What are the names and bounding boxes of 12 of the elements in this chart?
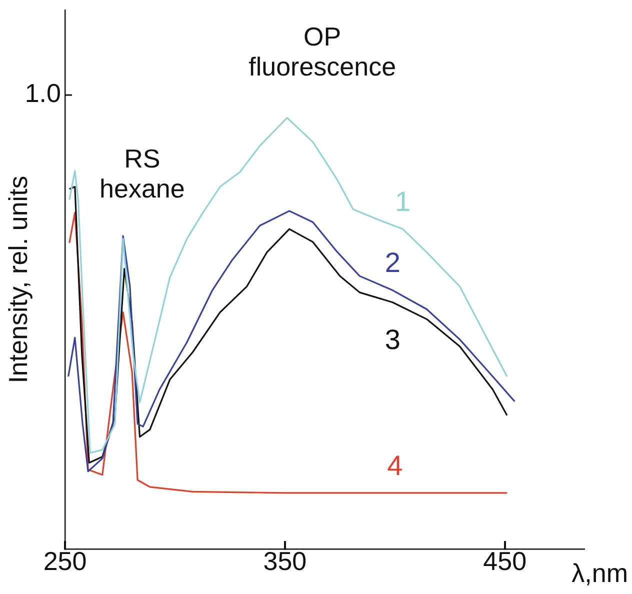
x-tick-label: 350 [263,546,307,576]
text: 1.0 [24,78,61,108]
y-axis-title: Intensity, rel. units [2,176,33,384]
annotation: RS hexane [100,143,185,204]
series-label: 3 [384,324,400,355]
series-label: 1 [395,186,411,217]
text: OP fluorescence [248,22,396,82]
x-tick-label: 250 [43,546,87,576]
x-tick-label: 450 [483,546,527,576]
x-axis-title: λ,nm [572,558,628,588]
series-label: 4 [387,450,403,481]
series-label: 2 [384,247,400,278]
